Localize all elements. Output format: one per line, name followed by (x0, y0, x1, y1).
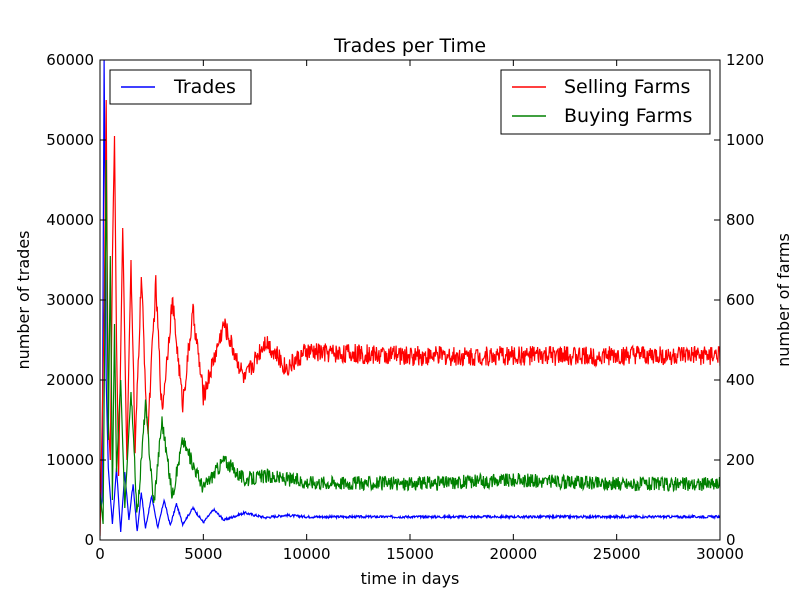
y-right-tick-label: 600 (726, 291, 755, 309)
x-axis: 0 5000 10000 15000 20000 25000 30000 (95, 60, 744, 563)
legend-label-trades: Trades (173, 76, 236, 98)
legend-label-buying-farms: Buying Farms (564, 105, 692, 127)
legend-label-selling-farms: Selling Farms (564, 76, 690, 98)
y-right-tick-label: 1000 (726, 131, 764, 149)
chart-title: Trades per Time (333, 35, 486, 57)
y-left-tick-label: 60000 (46, 51, 94, 69)
x-tick-label: 10000 (283, 545, 331, 563)
series-line-buying-farms (100, 159, 720, 525)
x-tick-label: 25000 (593, 545, 641, 563)
y-axis-left: 0 10000 20000 30000 40000 50000 60000 (46, 51, 106, 549)
series-line-selling-farms (100, 99, 720, 537)
x-tick-label: 20000 (489, 545, 537, 563)
y-left-tick-label: 30000 (46, 291, 94, 309)
x-axis-label: time in days (361, 569, 460, 588)
y-right-tick-label: 1200 (726, 51, 764, 69)
x-tick-label: 30000 (696, 545, 744, 563)
y-left-tick-label: 0 (84, 531, 94, 549)
x-tick-label: 0 (95, 545, 105, 563)
y-left-tick-label: 20000 (46, 371, 94, 389)
y-right-tick-label: 400 (726, 371, 755, 389)
x-tick-label: 5000 (184, 545, 222, 563)
y-left-tick-label: 40000 (46, 211, 94, 229)
y-axis-left-label: number of trades (14, 230, 33, 369)
y-right-tick-label: 800 (726, 211, 755, 229)
x-tick-label: 15000 (386, 545, 434, 563)
series-line-trades (100, 60, 720, 533)
y-right-tick-label: 0 (726, 531, 736, 549)
y-axis-right: 0 200 400 600 800 1000 1200 (714, 51, 764, 549)
legend-right-box (500, 69, 711, 135)
y-right-tick-label: 200 (726, 451, 755, 469)
legend-left: Trades (109, 69, 252, 105)
y-left-tick-label: 10000 (46, 451, 94, 469)
y-left-tick-label: 50000 (46, 131, 94, 149)
legend-right: Selling Farms Buying Farms (500, 69, 711, 135)
y-axis-right-label: number of farms (774, 233, 793, 367)
series-layer (100, 60, 720, 537)
